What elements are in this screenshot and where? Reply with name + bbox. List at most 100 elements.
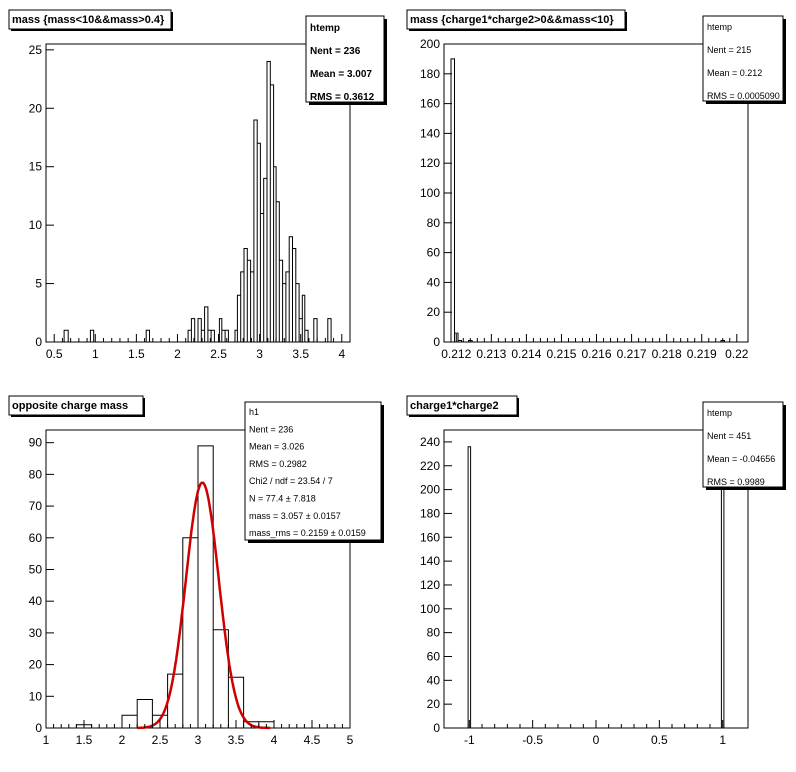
x-tick-label: 1.5 [76,733,93,747]
y-tick-label: 60 [29,531,43,545]
stats-name: htemp [707,408,732,418]
histogram-outline [63,61,332,342]
histogram-bin [219,319,221,342]
histogram-bin [302,295,304,342]
x-tick-label: 0.217 [617,347,647,361]
y-tick-label: 160 [420,97,440,111]
stats-line: Nent = 451 [707,431,751,441]
y-tick-label: 5 [35,277,42,291]
chart-title: opposite charge mass [12,400,128,412]
histogram-bin [137,699,152,728]
histogram-svg: 0.5 1 1.5 2 2.5 3 3.5 4 0 5 10 15 20 25 mass {mass<10&… [8,9,387,361]
chart-panel-1: 0.5 1 1.5 2 2.5 3 3.5 4 0 5 10 15 20 25 mass {mass<10&… [0,0,398,386]
y-tick-label: 40 [427,673,441,687]
stats-box [702,15,784,102]
x-tick-label: 3 [195,733,202,747]
y-tick-label: 40 [29,594,43,608]
histogram-bin [305,330,308,342]
chart-title: mass {mass<10&&mass>0.4} [12,14,165,26]
histogram-svg: 1 1.5 2 2.5 3 3.5 4 4.5 50102030405060708090oppo… [8,395,384,747]
y-tick-label: 0 [433,721,440,735]
x-tick-label: 0.218 [652,347,682,361]
x-tick-label: 4 [271,733,278,747]
y-tick-label: 140 [420,126,440,140]
x-tick-label: 1 [43,733,50,747]
stats-line: N = 77.4 ± 7.818 [249,494,316,504]
histogram-bin [289,237,292,342]
x-tick-label: 3.5 [292,347,309,361]
histogram-svg: -1 -0.5 0 0.5 1 0 20 40 60 80 100 120 140 160 180 200 22… [406,395,786,747]
plot-frame [443,43,749,343]
x-tick-label: 0.219 [687,347,717,361]
stats-line: mass_rms = 0.2159 ± 0.0159 [249,528,366,538]
y-tick-label: 0 [433,335,440,349]
histogram-bin [198,319,201,342]
stats-name: htemp [310,23,340,34]
x-tick-label: 4 [338,347,345,361]
histogram-bin [168,674,183,728]
y-tick-label: 240 [420,435,440,449]
stats-box [244,401,382,541]
histogram-bin [270,85,273,342]
stats-line: mass = 3.057 ± 0.0157 [249,511,341,521]
stats-box [305,15,385,103]
histogram-bin [267,62,270,342]
histogram-bin [64,330,68,342]
y-tick-label: 50 [29,562,43,576]
stats-line: RMS = 0.3612 [310,92,375,103]
stats-line: RMS = 0.2982 [249,459,307,469]
x-tick-label: 2.5 [210,347,227,361]
histogram-bin [183,538,198,728]
y-tick-label: 10 [29,689,43,703]
title-box [8,9,172,30]
y-tick-label: 80 [29,467,43,481]
stats-line: RMS = 0.0005090 [707,91,780,101]
y-tick-label: 120 [420,156,440,170]
y-tick-label: 70 [29,499,43,513]
x-tick-label: 3.5 [228,733,245,747]
histogram-bin [279,260,282,342]
x-tick-label: 3 [256,347,263,361]
histogram-outline [450,58,725,342]
chart-panel-4: -1 -0.5 0 0.5 1 0 20 40 60 80 100 120 140 160 180 200 22… [398,386,796,772]
x-tick-label: 0.5 [46,347,63,361]
y-tick-label: 0 [35,721,42,735]
y-tick-label: 180 [420,67,440,81]
histogram-bin [247,260,250,342]
chart-panel-3: 1 1.5 2 2.5 3 3.5 4 4.5 5 0 10 20 30 40 50 60 70 80 90 oppo… [0,386,398,772]
x-tick-label: 1 [719,733,726,747]
histogram-bin [260,213,263,342]
x-tick-label: -0.5 [522,733,543,747]
histogram-bin [286,272,289,342]
x-tick-label: 0.22 [725,347,749,361]
histogram-bin [283,284,286,342]
x-tick-label: 2 [119,733,126,747]
y-tick-label: 220 [420,459,440,473]
histogram-bin [274,167,276,342]
x-tick-label: 0.5 [651,733,668,747]
x-tick-label: 5 [347,733,354,747]
x-tick-label: 0.214 [511,347,541,361]
x-tick-label: 0.215 [546,347,576,361]
x-tick-label: 1 [92,347,99,361]
stats-line: Mean = 0.212 [707,68,762,78]
histogram-bin [146,330,149,342]
chart-title: mass {charge1*charge2>0&&mass<10} [410,14,614,26]
y-tick-label: 40 [427,275,441,289]
y-tick-label: 100 [420,186,440,200]
histogram-bin [721,472,724,728]
stats-line: Mean = -0.04656 [707,454,775,464]
title-box [406,395,518,416]
histogram-bin [276,202,279,342]
y-tick-label: 80 [427,216,441,230]
y-tick-label: 20 [427,697,441,711]
x-tick-label: 2 [174,347,181,361]
stats-line: RMS = 0.9989 [707,477,765,487]
y-tick-label: 30 [29,626,43,640]
x-tick-label: 4.5 [304,733,321,747]
y-tick-label: 25 [29,43,43,57]
histogram-bin [264,178,267,342]
histogram-svg: 0.212 0.213 0.214 0.215 0.216 0.217 0.218 0.219… [406,9,786,361]
chart-panel-2: 0.212 0.213 0.214 0.215 0.216 0.217 0.218 0.219… [398,0,796,386]
y-tick-label: 90 [29,436,43,450]
